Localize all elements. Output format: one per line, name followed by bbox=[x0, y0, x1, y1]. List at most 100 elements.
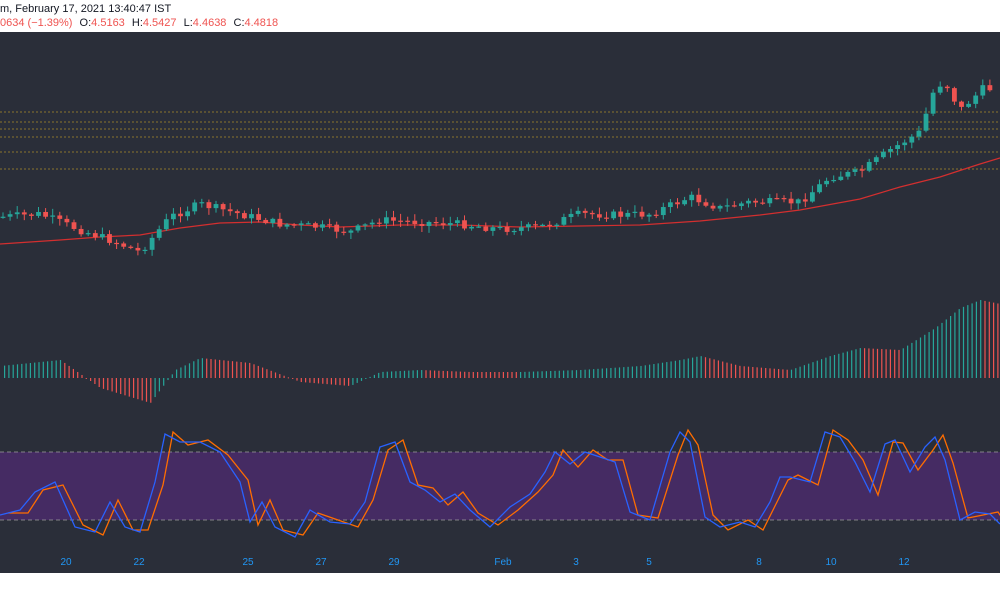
candle-body bbox=[391, 217, 396, 221]
histogram-bar bbox=[515, 372, 517, 378]
candle-body bbox=[341, 231, 347, 233]
histogram-bar bbox=[649, 364, 651, 378]
histogram-bar bbox=[993, 302, 995, 378]
histogram-bar bbox=[735, 364, 737, 378]
candle-body bbox=[320, 224, 325, 228]
bottom-strip bbox=[0, 573, 1000, 600]
ohlc-line: 0634 (−1.39%) O:4.5163 H:4.5427 L:4.4638… bbox=[0, 17, 278, 29]
candle-body bbox=[760, 202, 766, 204]
histogram-bar bbox=[472, 372, 474, 378]
candle-body bbox=[724, 205, 730, 207]
candle-body bbox=[547, 224, 553, 226]
histogram-bar bbox=[971, 303, 973, 378]
histogram-bar bbox=[322, 378, 324, 384]
candle-body bbox=[455, 220, 460, 224]
histogram-bar bbox=[786, 369, 788, 378]
candle-body bbox=[589, 212, 595, 215]
histogram-bar bbox=[391, 371, 393, 378]
histogram-bar bbox=[803, 365, 805, 378]
candle-body bbox=[0, 216, 6, 218]
histogram-bar bbox=[575, 370, 578, 378]
histogram-bar bbox=[133, 378, 135, 398]
candle-body bbox=[334, 224, 340, 232]
candle-body bbox=[440, 223, 446, 226]
candle-body bbox=[902, 142, 908, 146]
histogram-bar bbox=[21, 363, 23, 378]
histogram-bar bbox=[885, 349, 887, 378]
candle-body bbox=[504, 226, 510, 232]
histogram-bar bbox=[975, 301, 977, 378]
histogram-bar bbox=[610, 367, 612, 378]
histogram-bar bbox=[911, 342, 913, 378]
histogram-bar bbox=[287, 377, 289, 379]
histogram-bar bbox=[68, 365, 70, 378]
histogram-bar bbox=[876, 348, 879, 378]
candle-body bbox=[817, 184, 822, 193]
candle-body bbox=[490, 227, 496, 231]
chart-title: m, February 17, 2021 13:40:47 IST bbox=[0, 3, 172, 15]
histogram-bar bbox=[425, 370, 427, 378]
candle-body bbox=[859, 169, 865, 171]
histogram-bar bbox=[494, 372, 496, 378]
histogram-bar bbox=[950, 316, 952, 378]
histogram-bar bbox=[124, 378, 126, 396]
high-value: 4.5427 bbox=[142, 17, 177, 29]
candle-body bbox=[923, 113, 929, 131]
histogram-bar bbox=[154, 378, 156, 398]
histogram-bar bbox=[945, 319, 947, 378]
candle-body bbox=[192, 202, 198, 212]
candle-body bbox=[234, 211, 240, 214]
candle-body bbox=[639, 211, 645, 217]
candle-body bbox=[568, 213, 574, 218]
candle-body bbox=[313, 223, 318, 228]
histogram-bar bbox=[524, 371, 526, 378]
histogram-bar bbox=[773, 368, 775, 378]
candle-body bbox=[476, 226, 482, 228]
candle-body bbox=[213, 204, 219, 209]
histogram-bar bbox=[283, 375, 285, 378]
histogram-bar bbox=[485, 372, 487, 378]
candle-body bbox=[944, 86, 950, 89]
histogram-bar bbox=[231, 361, 234, 378]
histogram-bar bbox=[38, 362, 40, 378]
candle-body bbox=[263, 219, 269, 224]
candle-body bbox=[135, 247, 141, 251]
histogram-bar bbox=[360, 378, 363, 381]
histogram-bar bbox=[90, 378, 92, 381]
histogram-bar bbox=[842, 352, 844, 378]
candle-body bbox=[14, 212, 20, 215]
histogram-bar bbox=[700, 356, 702, 378]
histogram-bar bbox=[584, 369, 586, 378]
histogram-bar bbox=[34, 362, 36, 378]
histogram-bar bbox=[266, 369, 268, 378]
stochastic-d-line bbox=[8, 428, 1000, 536]
candle-body bbox=[802, 199, 808, 202]
histogram-bar bbox=[881, 349, 883, 378]
histogram-bar bbox=[511, 372, 513, 378]
histogram-bar bbox=[163, 378, 165, 386]
histogram-bar bbox=[541, 371, 543, 378]
candle-body bbox=[242, 213, 247, 219]
chart-area[interactable]: 20 22 25 27 29 Feb 3 5 8 10 12 bbox=[0, 32, 1000, 573]
chart-canvas[interactable]: 20 22 25 27 29 Feb 3 5 8 10 12 bbox=[0, 32, 1000, 573]
histogram-bar bbox=[980, 300, 982, 378]
candle-body bbox=[668, 202, 673, 208]
histogram-bar bbox=[416, 370, 418, 378]
histogram-bar bbox=[601, 368, 603, 378]
candle-body bbox=[149, 237, 155, 250]
histogram-bar bbox=[898, 349, 900, 378]
candle-body bbox=[611, 211, 616, 219]
candle-body bbox=[646, 214, 652, 217]
candle-body bbox=[469, 226, 474, 229]
candle-body bbox=[795, 199, 801, 204]
candle-body bbox=[256, 214, 261, 220]
candle-body bbox=[653, 214, 659, 216]
histogram-bar bbox=[107, 378, 109, 391]
candle-body bbox=[625, 212, 631, 217]
histogram-bar bbox=[537, 371, 539, 378]
candle-body bbox=[462, 220, 467, 229]
histogram-bar bbox=[330, 378, 332, 385]
histogram-bar bbox=[563, 370, 565, 378]
candle-body bbox=[327, 224, 332, 226]
histogram-bar bbox=[631, 366, 633, 378]
